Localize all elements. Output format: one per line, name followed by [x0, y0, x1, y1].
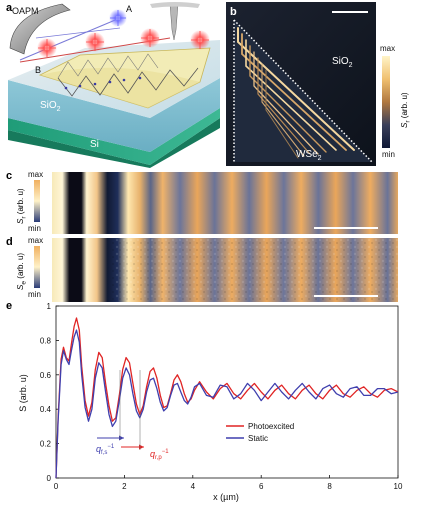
wse2-flake-shade: [40, 67, 200, 108]
chart-series: [55, 317, 399, 479]
chart-annotations: qf,s−1 qr,p−1: [96, 370, 169, 461]
panel-c-cbar-max: max: [28, 170, 44, 179]
panel-c-cbar-min: min: [28, 224, 41, 233]
panel-d-image: [52, 238, 398, 302]
edge-dotted-diagonal: [233, 19, 373, 163]
beam-c: [35, 27, 121, 39]
y-tick-label: 0.8: [40, 336, 52, 345]
panel-a-schematic: OAPM A B SiO2 Si: [8, 2, 220, 168]
fringe-lines: [237, 27, 355, 159]
series-line-static: [55, 329, 399, 479]
panel-d-cbar: [34, 246, 40, 288]
qrp-label: qr,p−1: [150, 449, 169, 461]
legend-label-photoexcited: Photoexcited: [248, 422, 294, 431]
x-axis-label: x (µm): [213, 492, 239, 502]
afm-cantilever: [150, 2, 200, 8]
label-oapm: OAPM: [12, 6, 39, 16]
panel-d-label: d: [6, 236, 13, 248]
panel-a-label: a: [6, 2, 13, 14]
label-b: B: [35, 65, 41, 75]
label-si: Si: [90, 139, 99, 150]
y-tick-label: 0.4: [40, 405, 52, 414]
legend-label-static: Static: [248, 434, 268, 443]
panel-b-colorbar: [382, 56, 390, 148]
panel-d-cbar-title: Se (arb. u): [16, 252, 28, 290]
sio2-layer: [8, 78, 220, 152]
panel-b-cbar-title: Sr (arb. u): [400, 92, 412, 128]
zigzag-waveguide: [57, 67, 199, 97]
panel-c-label: c: [6, 170, 13, 182]
x-tick-label: 0: [54, 482, 59, 491]
y-tick-label: 0.6: [40, 371, 52, 380]
label-sio2-a: SiO2: [40, 100, 61, 113]
panel-b-sio2: SiO2: [332, 56, 353, 69]
beam-a: [19, 17, 121, 61]
panel-c-image: [52, 172, 398, 234]
series-line-photoexcited: [55, 317, 399, 479]
x-tick-label: 2: [122, 482, 127, 491]
panel-d-cbar-min: min: [28, 290, 41, 299]
x-tick-label: 6: [259, 482, 264, 491]
panel-d-cbar-max: max: [28, 236, 44, 245]
panel-b-image: SiO2 WSe2: [226, 2, 376, 166]
panel-c-cbar-title: Sr (arb. u): [16, 188, 28, 224]
zigzag-waveguide-upper: [57, 53, 159, 79]
chart-legend: Photoexcited Static: [226, 422, 294, 443]
panel-b-cbar-max: max: [380, 44, 396, 53]
panel-e-label: e: [6, 300, 13, 312]
y-tick-label: 0: [47, 474, 52, 483]
panel-b-cbar-min: min: [382, 150, 395, 159]
panel-b-label: b: [230, 6, 237, 18]
qfs-label: qf,s−1: [96, 444, 115, 456]
y-tick-label: 0.2: [40, 440, 52, 449]
oapm-mirror: [9, 3, 71, 55]
x-tick-label: 10: [394, 482, 403, 491]
panel-b-wse2: WSe2: [296, 149, 322, 162]
x-tick-label: 4: [191, 482, 196, 491]
si-substrate-edge: [8, 118, 220, 168]
afm-tip: [169, 3, 179, 41]
si-substrate: [8, 108, 220, 165]
panel-e-chart: 0 2 4 6 8 10 0 0.2 0.4 0.6 0.8 1 qf,s−1 qr,p−1 Phot…: [18, 302, 403, 502]
y-axis-label: S (arb. u): [18, 374, 28, 412]
panel-c-cbar: [34, 180, 40, 222]
carrier-dots: [64, 76, 142, 90]
x-tick-label: 8: [327, 482, 332, 491]
y-tick-label: 1: [47, 302, 52, 311]
label-a: A: [126, 4, 132, 14]
